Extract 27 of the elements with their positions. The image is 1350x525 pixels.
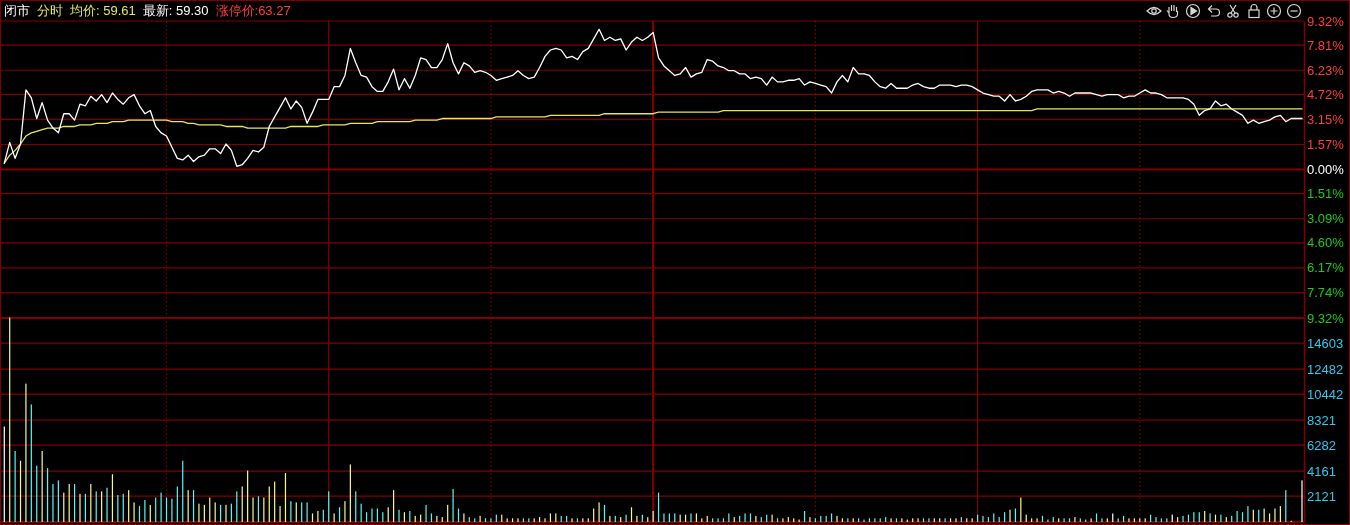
y-tick-label: 0.00% (1307, 162, 1345, 178)
line-series (3, 108, 1303, 164)
y-tick-label: 4.72% (1307, 86, 1345, 102)
y-tick-label: 6.17% (1307, 260, 1345, 276)
text: 涨停价:63.27 (215, 3, 291, 18)
y-tick-label: 4161 (1307, 463, 1336, 479)
y-tick-label: 1.51% (1307, 186, 1345, 202)
y-tick-label: 3.09% (1307, 211, 1345, 227)
text: 最新: 59.30 (142, 3, 209, 18)
chart-title: 分时 (37, 3, 63, 18)
y-tick-label: 12482 (1307, 361, 1344, 377)
y-tick-label: 7.74% (1307, 285, 1345, 301)
y-tick-label: 2121 (1307, 488, 1336, 504)
y-tick-label: 3.15% (1307, 111, 1345, 127)
y-tick-label: 6282 (1307, 437, 1336, 453)
y-tick-label: 9.32% (1307, 13, 1345, 29)
y-tick-label: 9.32% (1307, 310, 1345, 326)
y-tick-label: 8321 (1307, 412, 1336, 428)
text: 闭市 (4, 3, 30, 18)
text: 均价: 59.61 (69, 3, 136, 18)
y-tick-label: 7.81% (1307, 37, 1345, 53)
y-tick-label: 10442 (1307, 386, 1344, 402)
y-tick-label: 14603 (1307, 335, 1344, 351)
y-tick-label: 6.23% (1307, 62, 1345, 78)
line-series (3, 28, 1303, 167)
y-tick-label: 4.60% (1307, 235, 1345, 251)
y-tick-label: 1.57% (1307, 137, 1345, 153)
